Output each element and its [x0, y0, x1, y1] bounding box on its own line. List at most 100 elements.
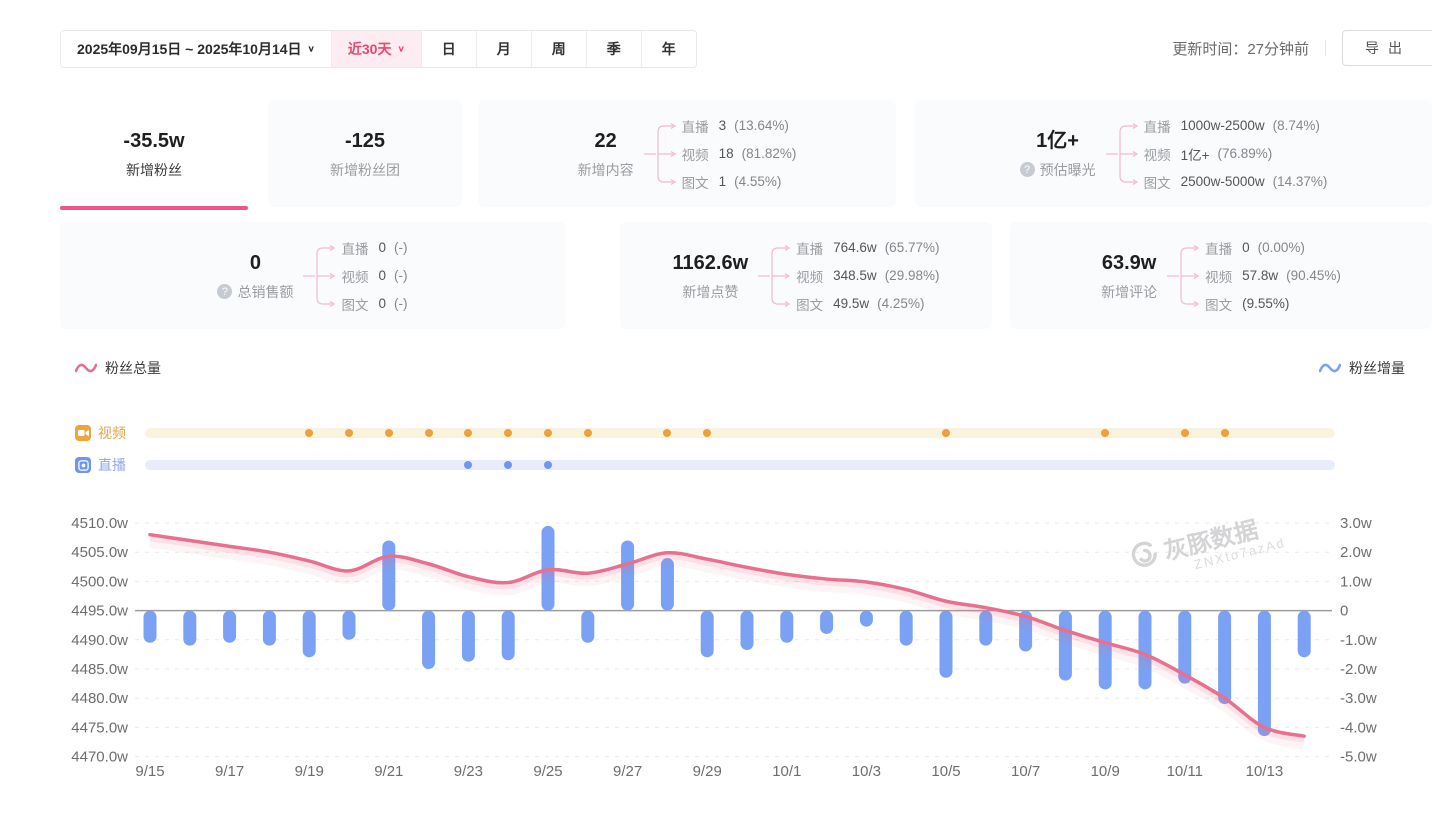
video-marker-dot [703, 429, 712, 437]
breakdown-row: 直播 764.6w (65.77%) [796, 240, 940, 257]
video-marker-dot [942, 429, 950, 437]
svg-text:4475.0w: 4475.0w [71, 719, 128, 736]
svg-text:10/7: 10/7 [1011, 763, 1040, 780]
tab-quarter[interactable]: 季 [585, 31, 641, 67]
svg-text:2.0w: 2.0w [1340, 544, 1372, 561]
live-marker-dot [464, 461, 473, 469]
live-icon [75, 457, 91, 473]
stat-label: 新增点赞 [682, 283, 739, 300]
stat-value: 1亿+ [1036, 129, 1079, 152]
svg-text:-2.0w: -2.0w [1340, 661, 1377, 678]
legend-fans-total[interactable]: 粉丝总量 [75, 358, 161, 378]
stat-card-estimated-exposure[interactable]: 1亿+ ? 预估曝光 直播 1000w-2500w (8.74%) 视频 1亿+ (76… [915, 100, 1432, 207]
svg-text:10/1: 10/1 [772, 763, 801, 780]
breakdown-tree: 直播 764.6w (65.77%) 视频 348.5w (29.98%) 图文 49.5… [756, 234, 939, 318]
video-track-label: 视频 [98, 425, 126, 441]
export-button[interactable]: 导出 [1342, 30, 1432, 66]
stat-label: 新增粉丝 [126, 161, 182, 178]
svg-text:9/17: 9/17 [215, 763, 244, 780]
date-filter-group: 2025年09月15日 ~ 2025年10月14日 ∨ 近30天 ∨ 日 月 周… [60, 30, 697, 68]
pink-wave-icon [75, 363, 97, 373]
video-marker-dot [305, 429, 314, 437]
breakdown-tree: 直播 3 (13.64%) 视频 18 (81.82%) 图文 1 (4.55%) [642, 112, 797, 196]
help-icon[interactable]: ? [217, 284, 233, 299]
svg-text:4500.0w: 4500.0w [71, 573, 128, 590]
tab-week[interactable]: 周 [530, 31, 586, 67]
stat-label: ? 预估曝光 [1019, 160, 1096, 180]
breakdown-row: 视频 18 (81.82%) [681, 146, 797, 163]
stat-card-total-sales[interactable]: 0 ? 总销售额 直播 0 (-) 视频 0 (-) 图文 0 (-) [60, 222, 565, 329]
breakdown-row: 视频 1亿+ (76.89%) [1143, 146, 1273, 163]
quick-range-selector[interactable]: 近30天 ∨ [330, 31, 421, 67]
stat-card-new-fanclub[interactable]: -125 新增粉丝团 [268, 100, 462, 207]
svg-text:9/15: 9/15 [135, 763, 164, 780]
stat-label: 新增粉丝团 [330, 161, 400, 178]
help-icon[interactable]: ? [1019, 162, 1035, 177]
stat-card-new-likes[interactable]: 1162.6w 新增点赞 直播 764.6w (65.77%) 视频 348.5w (2… [620, 222, 992, 329]
chevron-down-icon: ∨ [397, 44, 405, 54]
blue-wave-icon [1319, 363, 1341, 373]
video-marker-dot [504, 429, 513, 437]
tree-connector [303, 244, 336, 307]
toolbar: 2025年09月15日 ~ 2025年10月14日 ∨ 近30天 ∨ 日 月 周… [60, 30, 697, 68]
tab-day[interactable]: 日 [420, 31, 476, 67]
svg-text:4490.0w: 4490.0w [71, 632, 128, 649]
svg-text:9/25: 9/25 [533, 763, 562, 780]
chevron-down-icon: ∨ [307, 44, 315, 54]
breakdown-row: 图文 49.5w (4.25%) [796, 296, 925, 313]
video-track [145, 428, 1335, 438]
svg-text:3.0w: 3.0w [1340, 515, 1372, 532]
tab-year[interactable]: 年 [640, 31, 696, 67]
video-marker-dot [663, 429, 672, 437]
live-track [145, 460, 1335, 470]
svg-text:9/27: 9/27 [613, 763, 642, 780]
breakdown-row: 直播 1000w-2500w (8.74%) [1143, 118, 1320, 135]
live-track-label: 直播 [98, 457, 126, 473]
stat-card-new-content[interactable]: 22 新增内容 直播 3 (13.64%) 视频 18 (81.82%) 图文 1 (4.5… [478, 100, 896, 207]
svg-text:10/13: 10/13 [1246, 763, 1284, 780]
live-marker-dot [544, 461, 552, 469]
svg-text:0: 0 [1340, 603, 1348, 620]
breakdown-row: 视频 57.8w (90.45%) [1205, 268, 1341, 285]
live-marker-track-row: 直播 [0, 457, 1432, 473]
svg-text:9/19: 9/19 [295, 763, 324, 780]
tree-connector [643, 122, 676, 185]
video-marker-dot [384, 429, 393, 437]
date-range-text: 2025年09月15日 ~ 2025年10月14日 [77, 41, 302, 57]
video-marker-dot [1101, 429, 1110, 437]
svg-text:10/5: 10/5 [931, 763, 960, 780]
breakdown-row: 图文 0 (-) [341, 296, 408, 313]
stat-label: 新增内容 [577, 161, 634, 178]
stat-card-new-fans[interactable]: -35.5w 新增粉丝 [60, 100, 248, 210]
date-range-selector[interactable]: 2025年09月15日 ~ 2025年10月14日 ∨ [61, 31, 331, 67]
svg-text:1.0w: 1.0w [1340, 573, 1372, 590]
svg-text:-1.0w: -1.0w [1340, 632, 1377, 649]
breakdown-row: 直播 3 (13.64%) [681, 118, 789, 135]
stat-value: 1162.6w [672, 251, 749, 274]
video-marker-track-row: 视频 [0, 425, 1432, 441]
stat-value: 0 [249, 251, 262, 274]
breakdown-row: 图文 (9.55%) [1205, 296, 1290, 313]
stat-card-new-comments[interactable]: 63.9w 新增评论 直播 0 (0.00%) 视频 57.8w (90.45%) 图文… [1010, 222, 1432, 329]
svg-text:4510.0w: 4510.0w [71, 515, 128, 532]
legend-fans-delta[interactable]: 粉丝增量 [1319, 358, 1405, 378]
svg-text:4505.0w: 4505.0w [71, 544, 128, 561]
active-underline [60, 206, 248, 210]
toolbar-right: 更新时间：27分钟前 导出 [1172, 30, 1432, 66]
svg-text:10/9: 10/9 [1091, 763, 1120, 780]
breakdown-row: 直播 0 (0.00%) [1205, 240, 1305, 257]
stat-label: ? 总销售额 [217, 282, 293, 302]
tab-month[interactable]: 月 [475, 31, 531, 67]
stat-label: 新增评论 [1101, 283, 1158, 300]
divider [1325, 40, 1326, 56]
stat-value: 63.9w [1101, 251, 1157, 274]
breakdown-tree: 直播 1000w-2500w (8.74%) 视频 1亿+ (76.89%) 图文 250… [1104, 112, 1327, 196]
video-marker-dot [464, 429, 473, 437]
video-icon [75, 425, 91, 441]
svg-text:9/29: 9/29 [693, 763, 722, 780]
tree-connector [1167, 244, 1200, 307]
svg-text:-4.0w: -4.0w [1340, 719, 1377, 736]
tree-connector [1105, 122, 1138, 185]
svg-text:4470.0w: 4470.0w [71, 749, 128, 766]
